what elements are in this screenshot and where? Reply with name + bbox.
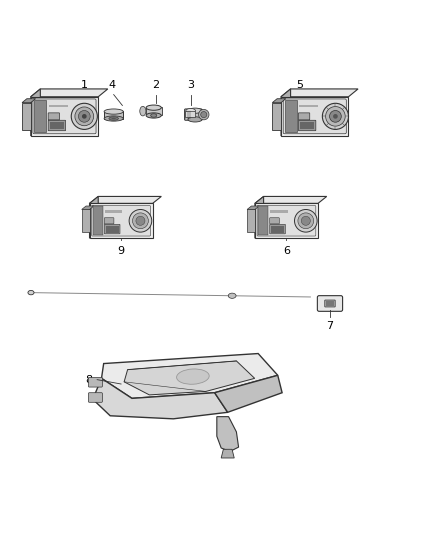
Polygon shape [82, 209, 89, 232]
Polygon shape [215, 375, 282, 413]
FancyBboxPatch shape [49, 104, 68, 107]
Circle shape [329, 110, 341, 122]
Text: 6: 6 [283, 246, 290, 256]
Circle shape [201, 111, 207, 118]
FancyBboxPatch shape [283, 99, 346, 134]
Polygon shape [31, 89, 108, 97]
FancyBboxPatch shape [88, 377, 102, 387]
FancyBboxPatch shape [300, 122, 314, 129]
Ellipse shape [228, 293, 236, 298]
Polygon shape [93, 378, 228, 419]
Text: 5: 5 [296, 80, 303, 90]
FancyBboxPatch shape [33, 99, 96, 134]
Circle shape [71, 103, 97, 130]
Circle shape [301, 216, 311, 225]
Polygon shape [247, 206, 259, 209]
Ellipse shape [146, 113, 161, 118]
Ellipse shape [186, 109, 195, 113]
Polygon shape [281, 89, 290, 136]
FancyBboxPatch shape [92, 206, 150, 236]
Circle shape [333, 114, 338, 119]
Polygon shape [255, 197, 327, 204]
FancyBboxPatch shape [325, 300, 335, 307]
Polygon shape [89, 197, 161, 204]
FancyBboxPatch shape [104, 218, 114, 224]
Polygon shape [124, 361, 254, 395]
Circle shape [129, 209, 152, 232]
Polygon shape [22, 99, 35, 103]
Text: 1: 1 [81, 80, 88, 90]
Polygon shape [217, 417, 239, 451]
Circle shape [325, 107, 345, 126]
Circle shape [75, 107, 94, 126]
Polygon shape [281, 97, 349, 136]
FancyBboxPatch shape [299, 104, 318, 107]
FancyBboxPatch shape [326, 301, 334, 305]
FancyBboxPatch shape [88, 393, 102, 402]
FancyBboxPatch shape [104, 111, 123, 118]
Circle shape [298, 213, 314, 229]
Ellipse shape [109, 117, 118, 120]
Polygon shape [255, 197, 264, 238]
FancyBboxPatch shape [271, 225, 284, 232]
Ellipse shape [28, 290, 34, 295]
FancyBboxPatch shape [270, 218, 279, 224]
Polygon shape [22, 103, 31, 130]
FancyBboxPatch shape [257, 206, 316, 236]
Polygon shape [255, 204, 318, 238]
FancyBboxPatch shape [50, 122, 64, 129]
Ellipse shape [146, 105, 161, 110]
FancyBboxPatch shape [106, 225, 119, 232]
FancyBboxPatch shape [318, 296, 343, 311]
FancyBboxPatch shape [298, 113, 310, 120]
Ellipse shape [104, 109, 123, 114]
Circle shape [198, 109, 209, 120]
Ellipse shape [104, 116, 123, 121]
Polygon shape [272, 99, 286, 103]
FancyBboxPatch shape [270, 224, 286, 234]
Polygon shape [272, 103, 281, 130]
Polygon shape [258, 206, 268, 235]
FancyBboxPatch shape [146, 107, 162, 116]
Text: 2: 2 [152, 80, 159, 90]
Circle shape [136, 216, 145, 225]
Polygon shape [82, 206, 94, 209]
Ellipse shape [188, 117, 202, 122]
Circle shape [322, 103, 349, 130]
Ellipse shape [112, 118, 116, 119]
FancyBboxPatch shape [104, 224, 120, 234]
FancyBboxPatch shape [48, 120, 66, 131]
FancyBboxPatch shape [105, 211, 122, 213]
FancyBboxPatch shape [48, 113, 60, 120]
FancyBboxPatch shape [298, 120, 316, 131]
Circle shape [82, 114, 87, 119]
Polygon shape [247, 209, 255, 232]
Polygon shape [89, 197, 98, 238]
Polygon shape [34, 100, 46, 133]
Ellipse shape [140, 107, 146, 116]
FancyBboxPatch shape [185, 109, 202, 120]
FancyBboxPatch shape [270, 211, 288, 213]
Text: 8: 8 [86, 375, 93, 385]
Polygon shape [285, 100, 297, 133]
Polygon shape [31, 89, 40, 136]
Polygon shape [221, 449, 234, 458]
Text: 9: 9 [117, 246, 125, 256]
Ellipse shape [177, 369, 209, 384]
Circle shape [78, 110, 90, 122]
Polygon shape [92, 206, 103, 235]
Ellipse shape [188, 108, 202, 114]
Text: 7: 7 [326, 321, 334, 332]
Circle shape [294, 209, 317, 232]
Circle shape [133, 213, 148, 229]
Text: 3: 3 [187, 80, 194, 90]
Polygon shape [281, 89, 358, 97]
Text: 4: 4 [108, 80, 115, 90]
Polygon shape [31, 97, 98, 136]
Polygon shape [89, 204, 152, 238]
Ellipse shape [151, 114, 157, 117]
Polygon shape [102, 353, 278, 398]
FancyBboxPatch shape [185, 111, 195, 117]
